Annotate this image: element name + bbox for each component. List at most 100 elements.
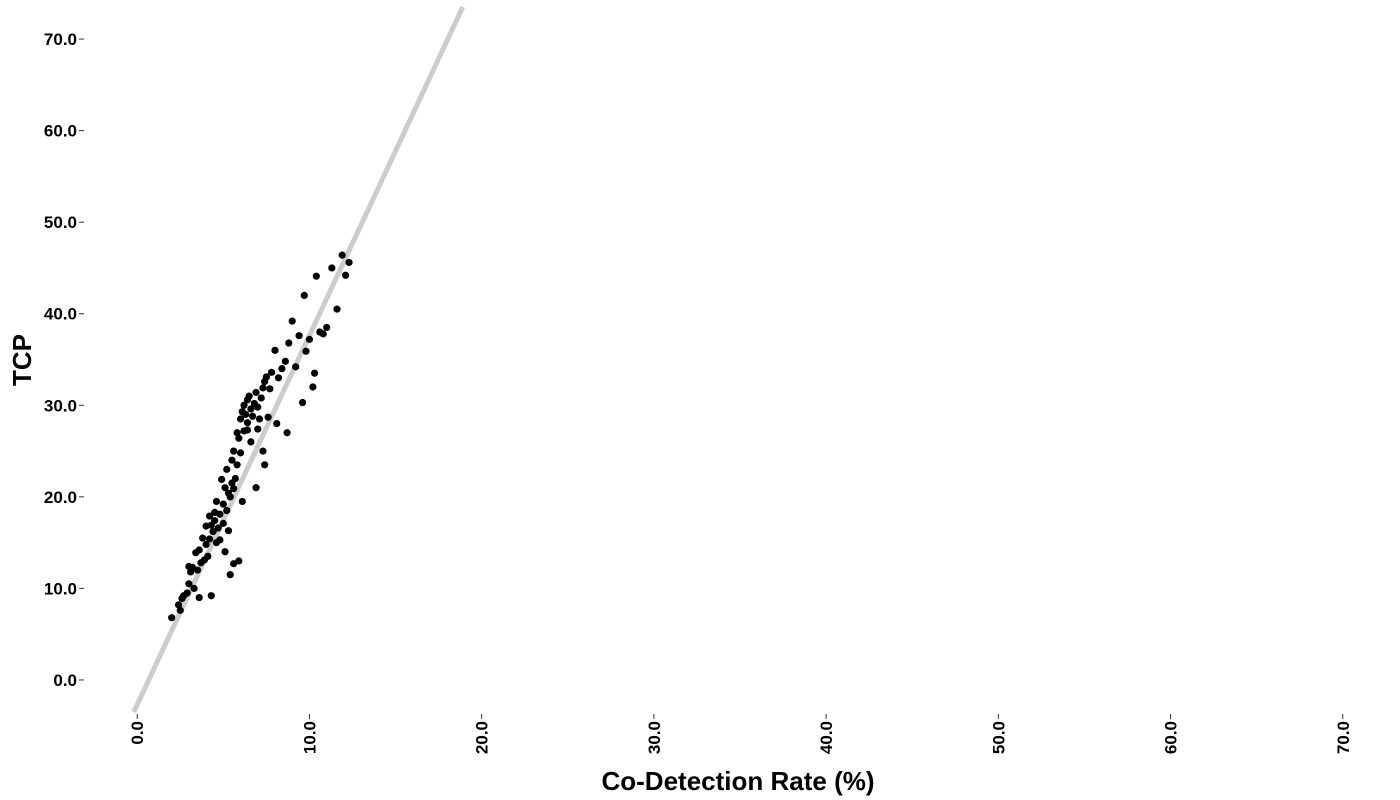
x-tick-label: 50.0: [989, 721, 1008, 754]
data-point: [223, 465, 231, 473]
data-point: [323, 323, 331, 332]
data-point: [259, 447, 267, 455]
data-point: [226, 493, 234, 501]
data-point: [295, 332, 303, 340]
data-point: [274, 374, 283, 382]
data-point: [209, 528, 217, 536]
data-point: [236, 415, 245, 423]
y-tick-label: 30.0: [44, 396, 77, 415]
data-point: [288, 317, 296, 325]
data-point: [195, 593, 203, 602]
data-point: [211, 517, 219, 525]
data-point: [242, 410, 250, 419]
data-point: [305, 335, 314, 343]
x-tick-label: 70.0: [1334, 721, 1353, 754]
data-point: [259, 384, 267, 392]
data-point: [235, 434, 243, 442]
data-point: [221, 484, 229, 492]
data-point: [224, 527, 233, 535]
data-point: [190, 584, 198, 593]
data-point: [300, 291, 308, 300]
data-point: [238, 497, 246, 506]
data-point: [183, 589, 191, 597]
x-axis-title: Co-Detection Rate (%): [601, 766, 874, 796]
data-point: [243, 426, 252, 434]
y-tick-label: 0.0: [53, 671, 77, 690]
data-point: [207, 592, 215, 600]
data-point: [195, 546, 203, 554]
data-point: [216, 510, 224, 518]
data-point: [254, 403, 262, 411]
data-point: [245, 392, 253, 400]
data-point: [312, 272, 320, 280]
data-point: [219, 500, 227, 508]
data-point: [231, 474, 239, 483]
data-point: [342, 271, 350, 279]
data-point: [226, 571, 234, 579]
data-point: [204, 552, 212, 560]
data-point: [262, 373, 270, 381]
data-point: [333, 305, 341, 313]
data-point: [254, 425, 262, 433]
x-tick-label: 20.0: [473, 721, 492, 754]
data-point: [202, 540, 210, 549]
y-tick-label: 50.0: [44, 213, 77, 232]
data-point: [240, 401, 248, 409]
data-point: [185, 562, 193, 571]
data-point: [319, 330, 327, 338]
reference-line-layer: [131, 5, 465, 714]
y-tick-label: 70.0: [44, 30, 77, 49]
data-point: [257, 394, 265, 402]
data-point: [176, 606, 184, 614]
data-point: [273, 419, 281, 428]
data-point: [205, 512, 214, 520]
data-points: [168, 251, 353, 622]
x-tick-label: 40.0: [817, 721, 836, 754]
data-point: [278, 365, 286, 373]
data-point: [168, 614, 176, 622]
data-point: [298, 398, 307, 407]
data-point: [302, 347, 310, 355]
data-point: [271, 346, 279, 354]
y-axis: 0.0 10.0 20.0 30.0 40.0 50.0 60.0 70.0: [44, 30, 84, 690]
data-point: [261, 461, 269, 469]
data-point: [247, 405, 255, 413]
data-point: [243, 419, 252, 427]
data-point: [218, 475, 226, 484]
y-tick-label: 10.0: [44, 579, 77, 598]
x-tick-label: 30.0: [645, 721, 664, 754]
data-point: [230, 447, 238, 455]
y-tick-label: 40.0: [44, 305, 77, 324]
data-point: [285, 339, 293, 347]
y-tick-label: 20.0: [44, 488, 77, 507]
data-point: [252, 484, 260, 492]
y-tick-label: 60.0: [44, 122, 77, 141]
data-point: [266, 385, 274, 393]
data-point: [252, 388, 260, 397]
data-point: [235, 557, 243, 565]
data-point: [230, 485, 238, 493]
data-point: [212, 539, 221, 547]
reference-line: [131, 5, 465, 714]
data-point: [219, 519, 227, 527]
data-point: [205, 535, 214, 543]
data-point: [264, 413, 272, 421]
x-tick-label: 0.0: [128, 721, 147, 745]
data-point: [236, 449, 245, 457]
data-point: [212, 497, 221, 506]
data-point: [281, 357, 289, 365]
data-point: [283, 429, 291, 437]
data-point: [221, 548, 229, 556]
data-point: [292, 363, 300, 371]
data-point: [255, 415, 264, 423]
data-point: [185, 580, 193, 588]
data-point: [267, 368, 276, 376]
data-point: [214, 524, 222, 532]
y-axis-title: TCP: [7, 334, 37, 386]
data-point: [233, 429, 241, 437]
x-axis: 0.0 10.0 20.0 30.0 40.0 50.0 60.0 70.0: [128, 714, 1353, 754]
data-point: [193, 566, 202, 574]
data-point: [223, 506, 231, 515]
data-point: [345, 258, 353, 267]
